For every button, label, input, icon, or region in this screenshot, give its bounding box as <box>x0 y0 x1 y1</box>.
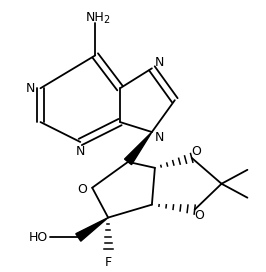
Polygon shape <box>124 132 152 165</box>
Text: HO: HO <box>29 231 48 244</box>
Text: N: N <box>26 82 35 95</box>
Text: O: O <box>192 146 202 158</box>
Text: N: N <box>155 56 165 69</box>
Text: N: N <box>155 131 165 144</box>
Text: F: F <box>105 256 112 269</box>
Text: N: N <box>76 146 85 158</box>
Polygon shape <box>76 218 108 241</box>
Text: 2: 2 <box>103 15 109 24</box>
Text: O: O <box>195 209 205 222</box>
Text: NH: NH <box>86 11 105 24</box>
Text: O: O <box>77 183 87 196</box>
